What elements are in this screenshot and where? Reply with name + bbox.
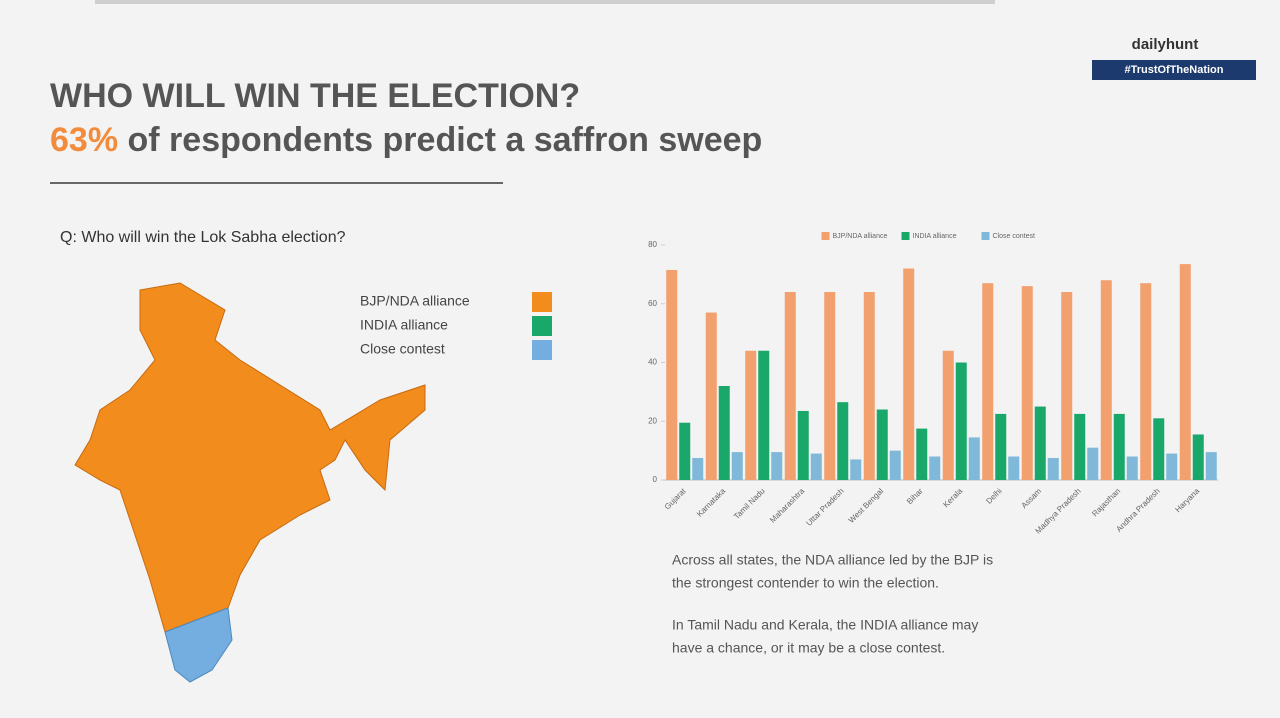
bar xyxy=(837,402,849,480)
y-tick-label: 40 xyxy=(648,358,657,367)
bar xyxy=(1179,264,1191,480)
bar xyxy=(968,437,980,480)
subtitle-line: 63% of respondents predict a saffron swe… xyxy=(50,121,762,159)
title: WHO WILL WIN THE ELECTION? xyxy=(50,77,580,115)
logo: dailyhunt xyxy=(1132,36,1199,53)
bar xyxy=(784,292,796,480)
legend-swatch xyxy=(821,232,830,240)
bar xyxy=(1205,452,1217,480)
y-tick-label: 60 xyxy=(648,299,657,308)
bar xyxy=(758,350,770,480)
bar xyxy=(1008,456,1020,480)
bar xyxy=(1047,457,1059,480)
map-legend-label: BJP/NDA alliance xyxy=(360,293,470,309)
bar xyxy=(863,292,875,480)
bar xyxy=(889,450,901,480)
bar xyxy=(929,456,941,480)
bar xyxy=(1153,418,1165,480)
y-tick-label: 80 xyxy=(648,240,657,249)
bar xyxy=(1034,406,1046,480)
legend-label: INDIA alliance xyxy=(913,233,957,240)
top-bar xyxy=(95,0,995,4)
bar xyxy=(718,386,730,480)
bar xyxy=(1100,280,1112,480)
bar xyxy=(1087,447,1099,480)
y-tick-label: 0 xyxy=(653,475,658,484)
highlight: 63% xyxy=(50,121,118,159)
bar xyxy=(692,457,704,480)
bar xyxy=(1126,456,1138,480)
bar xyxy=(995,413,1007,480)
tag-box xyxy=(1092,60,1256,80)
subtitle: of respondents predict a saffron sweep xyxy=(128,121,763,159)
bar xyxy=(1061,292,1073,480)
bar xyxy=(876,409,888,480)
bar xyxy=(916,428,928,480)
note-line: have a chance, or it may be a close cont… xyxy=(672,640,945,656)
map-legend-swatch xyxy=(532,316,552,336)
y-tick-label: 20 xyxy=(648,416,657,425)
bar xyxy=(1166,453,1178,480)
bar xyxy=(705,312,717,480)
india-map xyxy=(74,282,426,683)
bar xyxy=(903,268,915,480)
bar xyxy=(1192,434,1204,480)
bar xyxy=(810,453,822,480)
question: Q: Who will win the Lok Sabha election? xyxy=(60,229,346,246)
note-line: Across all states, the NDA alliance led … xyxy=(672,552,993,568)
map-legend-swatch xyxy=(532,292,552,312)
bar xyxy=(666,269,678,480)
legend-label: BJP/NDA alliance xyxy=(833,233,888,240)
map-legend-label: INDIA alliance xyxy=(360,317,448,333)
tag: #TrustOfTheNation xyxy=(1124,64,1223,76)
bar xyxy=(1074,413,1086,480)
bar xyxy=(679,422,691,480)
bar xyxy=(771,452,783,480)
bar xyxy=(1140,283,1152,480)
bar xyxy=(1113,413,1125,480)
map-legend-swatch xyxy=(532,340,552,360)
bar xyxy=(824,292,836,480)
map-close-contest xyxy=(164,607,233,683)
note-line: In Tamil Nadu and Kerala, the INDIA alli… xyxy=(672,617,978,633)
bar xyxy=(850,459,862,480)
legend-label: Close contest xyxy=(993,233,1035,240)
map-nda xyxy=(74,282,426,633)
bar xyxy=(942,350,954,480)
bar xyxy=(797,410,809,480)
legend-swatch xyxy=(981,232,990,240)
legend-swatch xyxy=(901,232,910,240)
note-line: the strongest contender to win the elect… xyxy=(672,575,939,591)
bar xyxy=(745,350,757,480)
bar xyxy=(1021,286,1033,480)
map-legend-label: Close contest xyxy=(360,341,445,357)
bar xyxy=(955,362,967,480)
bar xyxy=(731,452,743,480)
bar xyxy=(982,283,994,480)
